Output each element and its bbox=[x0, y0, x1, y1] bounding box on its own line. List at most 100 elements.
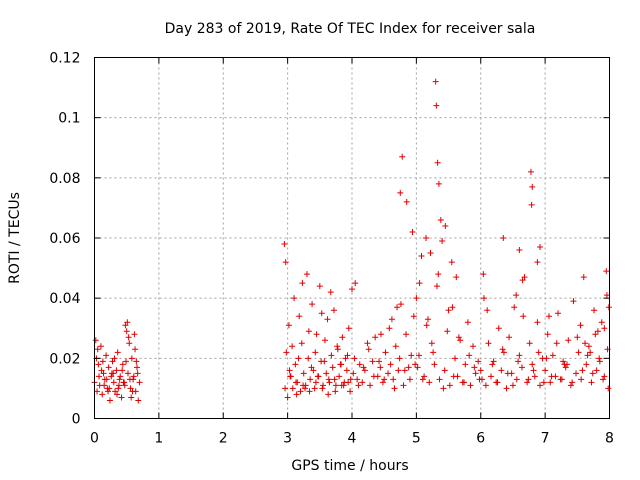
data-point-marker bbox=[105, 364, 112, 371]
data-point-marker bbox=[535, 349, 542, 356]
data-point-marker bbox=[309, 301, 316, 308]
data-point-marker bbox=[403, 198, 410, 205]
data-point-marker bbox=[282, 259, 289, 266]
data-point-marker bbox=[601, 373, 608, 380]
data-point-marker bbox=[575, 349, 582, 356]
data-point-marker bbox=[530, 367, 537, 374]
data-point-marker bbox=[336, 373, 343, 380]
data-point-marker bbox=[388, 316, 395, 323]
x-tick-label: 8 bbox=[605, 431, 614, 447]
data-point-marker bbox=[542, 367, 549, 374]
data-point-marker bbox=[103, 352, 110, 359]
data-point-marker bbox=[409, 228, 416, 235]
data-point-marker bbox=[534, 259, 541, 266]
data-point-marker bbox=[94, 346, 101, 353]
data-point-marker bbox=[470, 343, 477, 350]
data-point-marker bbox=[347, 376, 354, 383]
data-point-marker bbox=[299, 280, 306, 287]
data-point-marker bbox=[342, 355, 349, 362]
data-point-marker bbox=[292, 379, 299, 386]
data-point-marker bbox=[365, 346, 372, 353]
data-point-marker bbox=[106, 397, 113, 404]
data-point-marker bbox=[95, 361, 102, 368]
data-point-marker bbox=[313, 331, 320, 338]
data-point-marker bbox=[536, 382, 543, 389]
data-point-marker bbox=[499, 346, 506, 353]
data-point-marker bbox=[423, 322, 430, 329]
data-point-marker bbox=[432, 78, 439, 85]
data-point-marker bbox=[413, 295, 420, 302]
data-point-marker bbox=[323, 370, 330, 377]
data-point-marker bbox=[110, 370, 117, 377]
data-point-marker bbox=[578, 376, 585, 383]
data-point-marker bbox=[110, 379, 117, 386]
data-point-marker bbox=[424, 316, 431, 323]
y-tick-label: 0.02 bbox=[49, 351, 80, 367]
data-point-marker bbox=[471, 364, 478, 371]
data-point-marker bbox=[377, 331, 384, 338]
data-point-marker bbox=[516, 247, 523, 254]
data-point-marker bbox=[381, 376, 388, 383]
data-point-marker bbox=[387, 361, 394, 368]
data-point-marker bbox=[116, 376, 123, 383]
data-point-marker bbox=[123, 328, 130, 335]
data-point-marker bbox=[511, 304, 518, 311]
data-point-marker bbox=[118, 394, 125, 401]
data-point-marker bbox=[305, 328, 312, 335]
data-point-marker bbox=[498, 367, 505, 374]
data-point-marker bbox=[555, 310, 561, 317]
data-point-marker bbox=[548, 373, 555, 380]
data-point-marker bbox=[600, 376, 607, 383]
data-point-marker bbox=[596, 355, 603, 362]
data-point-marker bbox=[338, 382, 345, 389]
data-point-marker bbox=[506, 334, 513, 341]
data-point-marker bbox=[433, 102, 440, 109]
data-point-marker bbox=[311, 385, 318, 392]
data-point-marker bbox=[129, 388, 136, 395]
data-point-marker bbox=[515, 358, 522, 365]
data-point-marker bbox=[524, 379, 531, 386]
data-point-marker bbox=[433, 283, 440, 290]
data-point-marker bbox=[503, 385, 510, 392]
data-point-marker bbox=[369, 358, 376, 365]
data-point-marker bbox=[464, 319, 471, 326]
data-point-marker bbox=[431, 361, 438, 368]
x-tick-label: 3 bbox=[283, 431, 292, 447]
x-tick-labels: 0 1 2 3 4 5 6 7 8 bbox=[90, 431, 614, 447]
x-tick-label: 4 bbox=[348, 431, 357, 447]
data-point-marker bbox=[562, 364, 569, 371]
data-point-marker bbox=[485, 340, 492, 347]
data-point-marker bbox=[111, 355, 118, 362]
y-tick-label: 0.12 bbox=[49, 51, 80, 67]
data-point-marker bbox=[534, 319, 541, 326]
data-point-marker bbox=[521, 274, 528, 281]
data-point-marker bbox=[560, 358, 567, 365]
data-point-marker bbox=[292, 361, 299, 368]
data-point-marker bbox=[435, 271, 442, 278]
data-point-marker bbox=[316, 283, 323, 290]
data-point-marker bbox=[123, 358, 130, 365]
data-point-marker bbox=[397, 189, 404, 196]
data-point-marker bbox=[394, 304, 401, 311]
x-tick-label: 0 bbox=[90, 431, 99, 447]
data-point-marker bbox=[131, 331, 138, 338]
data-point-marker bbox=[421, 373, 428, 380]
data-point-marker bbox=[391, 385, 398, 392]
data-point-marker bbox=[330, 307, 337, 314]
data-point-marker bbox=[605, 385, 612, 392]
data-point-marker bbox=[582, 340, 589, 347]
data-point-marker bbox=[519, 277, 526, 284]
data-point-marker bbox=[128, 394, 135, 401]
data-point-marker bbox=[490, 358, 497, 365]
data-point-marker bbox=[114, 349, 121, 356]
data-point-marker bbox=[408, 352, 415, 359]
data-point-marker bbox=[352, 280, 359, 287]
data-point-marker bbox=[426, 379, 433, 386]
data-point-marker bbox=[583, 361, 590, 368]
data-point-marker bbox=[300, 382, 307, 389]
data-point-marker bbox=[403, 331, 410, 338]
data-point-marker bbox=[347, 388, 354, 395]
data-point-marker bbox=[127, 385, 134, 392]
y-tick-label: 0.1 bbox=[58, 111, 80, 127]
data-point-marker bbox=[437, 216, 444, 223]
